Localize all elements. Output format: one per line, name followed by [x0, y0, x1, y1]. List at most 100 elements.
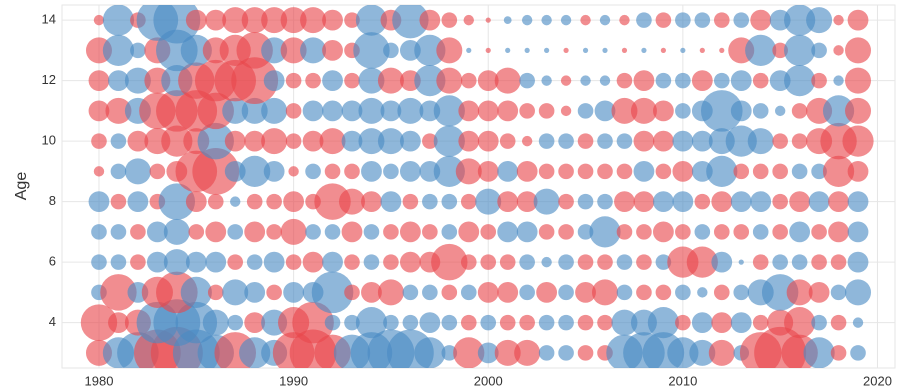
- bubble: [402, 193, 419, 210]
- bubble: [353, 32, 390, 69]
- bubble: [752, 254, 769, 270]
- bubble: [261, 7, 288, 34]
- bubble: [402, 314, 419, 331]
- bubble: [558, 254, 574, 270]
- bubble: [383, 314, 399, 331]
- bubble: [436, 67, 463, 94]
- x-tick-label: 2020: [863, 373, 892, 388]
- bubble: [227, 314, 244, 331]
- bubble: [752, 72, 769, 89]
- bubble: [633, 130, 655, 152]
- bubble: [519, 314, 535, 331]
- bubble: [828, 221, 849, 243]
- bubble: [833, 75, 844, 86]
- bubble: [577, 133, 594, 149]
- bubble: [558, 345, 574, 361]
- bubble: [652, 100, 674, 122]
- bubble: [611, 97, 638, 124]
- bubble: [246, 254, 263, 270]
- bubble: [558, 284, 574, 301]
- bubble: [789, 221, 811, 243]
- bubble: [355, 5, 388, 36]
- bubble: [589, 216, 621, 248]
- bubble: [477, 70, 499, 92]
- bubble: [361, 160, 382, 182]
- bubble: [577, 345, 594, 361]
- bubble: [611, 309, 638, 336]
- bubble: [845, 37, 872, 64]
- bubble: [499, 133, 516, 149]
- bubble: [197, 92, 234, 130]
- bubble: [733, 284, 750, 301]
- bubble: [222, 97, 249, 124]
- bubble: [655, 284, 672, 301]
- bubble: [725, 125, 757, 157]
- bubble: [285, 133, 302, 149]
- bubble: [305, 72, 321, 89]
- bubble: [516, 221, 538, 243]
- bubble: [560, 75, 572, 86]
- bubble: [847, 9, 869, 31]
- bubble: [747, 128, 774, 155]
- bubble: [806, 7, 833, 34]
- bubble: [355, 307, 388, 339]
- bubble: [124, 67, 151, 94]
- bubble: [485, 17, 491, 23]
- bubble: [175, 301, 218, 344]
- bubble: [436, 37, 463, 64]
- bubble: [322, 9, 343, 31]
- bubble: [441, 345, 458, 361]
- bubble: [845, 67, 872, 94]
- bubble: [246, 193, 263, 210]
- bubble: [93, 14, 105, 26]
- bubble: [847, 251, 869, 273]
- bubble: [633, 191, 655, 213]
- bubble: [789, 191, 811, 213]
- bubble: [497, 191, 519, 213]
- bubble: [202, 309, 229, 336]
- bubble: [633, 160, 655, 182]
- bubble: [222, 279, 249, 306]
- bubble: [560, 105, 572, 117]
- bubble: [689, 339, 716, 366]
- bubble: [519, 103, 535, 119]
- bubble: [224, 130, 246, 152]
- bubble: [521, 14, 533, 26]
- bubble: [322, 39, 343, 61]
- bubble: [791, 103, 808, 119]
- bubble: [105, 97, 132, 124]
- bubble: [314, 183, 351, 220]
- bubble: [185, 251, 207, 273]
- bubble: [738, 259, 744, 265]
- bubble: [774, 105, 786, 117]
- bubble: [577, 193, 594, 210]
- bubble: [791, 163, 808, 180]
- bubble: [652, 221, 674, 243]
- bubble: [377, 67, 404, 94]
- bubble: [130, 42, 146, 59]
- bubble: [672, 130, 694, 152]
- bubble: [127, 191, 149, 213]
- bubble: [458, 130, 480, 152]
- bubble: [124, 158, 151, 185]
- bubble: [699, 47, 705, 53]
- bubble: [102, 5, 135, 36]
- bubble: [377, 128, 404, 155]
- bubble: [541, 256, 552, 268]
- bubble: [675, 284, 691, 301]
- bubble: [691, 130, 713, 152]
- bubble: [244, 312, 266, 334]
- bubble: [516, 191, 538, 213]
- bubble: [594, 100, 616, 122]
- bubble: [392, 5, 429, 39]
- bubble: [236, 32, 273, 69]
- bubble: [222, 7, 249, 34]
- bubble: [675, 72, 691, 89]
- bubble: [163, 218, 190, 245]
- bubble: [300, 7, 327, 34]
- bubble: [80, 304, 118, 341]
- bubble: [477, 100, 499, 122]
- bubble: [338, 188, 365, 215]
- bubble: [414, 337, 446, 368]
- bubble: [419, 312, 441, 334]
